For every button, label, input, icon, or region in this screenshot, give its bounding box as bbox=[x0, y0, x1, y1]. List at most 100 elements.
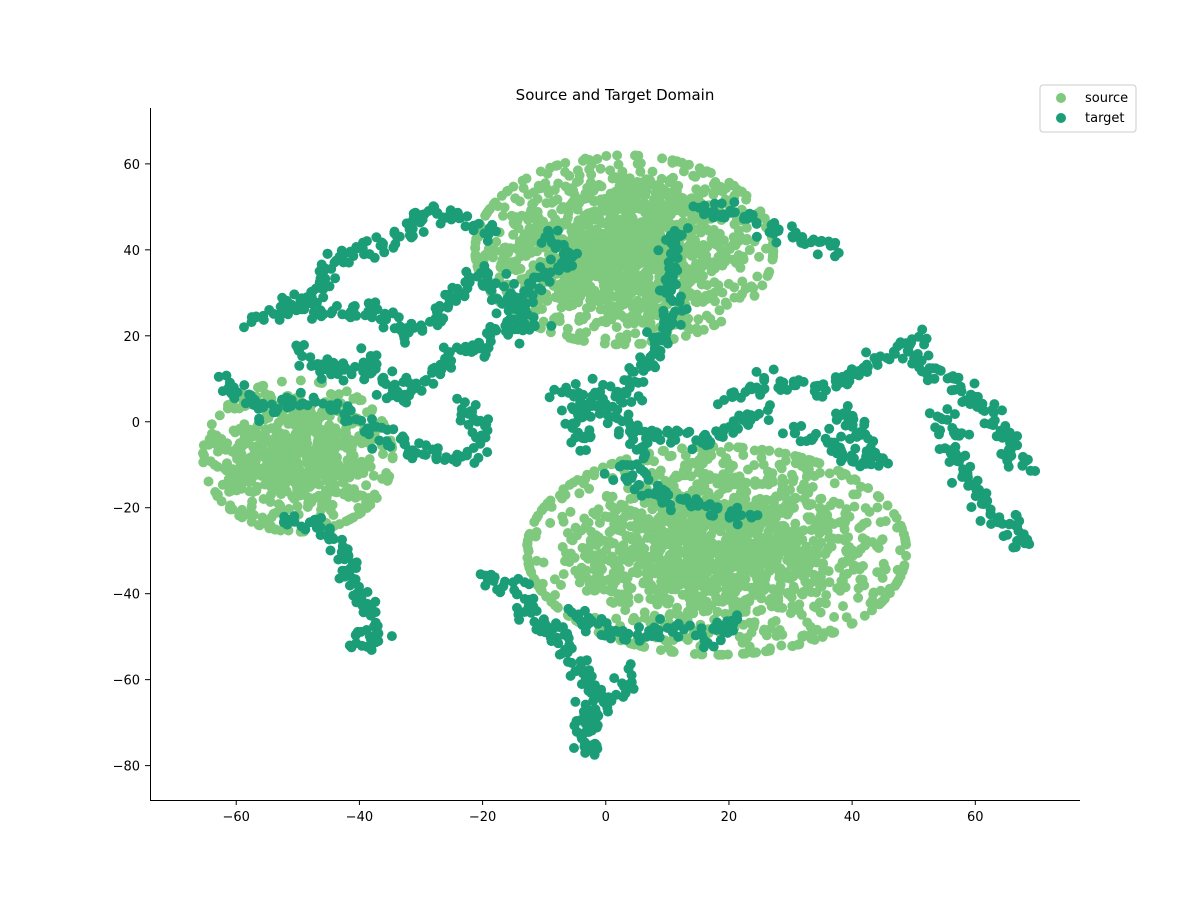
target-point bbox=[315, 530, 326, 541]
source-point bbox=[716, 244, 726, 254]
source-point bbox=[695, 532, 706, 543]
source-point bbox=[708, 224, 719, 235]
source-point bbox=[713, 253, 724, 264]
source-point bbox=[352, 392, 363, 403]
target-point bbox=[777, 428, 788, 439]
source-point bbox=[712, 606, 723, 617]
source-point bbox=[729, 492, 740, 503]
target-point bbox=[418, 227, 429, 237]
target-point bbox=[387, 308, 398, 319]
source-point bbox=[619, 299, 630, 310]
target-point bbox=[605, 633, 616, 644]
source-point bbox=[753, 542, 764, 552]
source-point bbox=[608, 279, 618, 290]
source-point bbox=[876, 535, 887, 546]
source-point bbox=[540, 178, 551, 189]
source-point bbox=[729, 282, 740, 293]
source-point bbox=[365, 461, 376, 472]
target-point bbox=[716, 198, 727, 209]
source-point bbox=[276, 489, 287, 500]
target-point bbox=[359, 374, 370, 385]
source-point bbox=[752, 606, 763, 617]
target-point bbox=[367, 312, 377, 323]
source-point bbox=[524, 242, 535, 253]
target-point bbox=[378, 322, 389, 333]
source-point bbox=[853, 592, 864, 603]
target-point bbox=[631, 444, 642, 455]
source-point bbox=[558, 569, 569, 580]
target-point bbox=[528, 312, 539, 323]
target-point bbox=[591, 708, 602, 719]
target-point bbox=[681, 304, 692, 315]
source-point bbox=[613, 292, 624, 303]
target-point bbox=[623, 416, 634, 427]
source-point bbox=[728, 232, 739, 243]
source-point bbox=[680, 558, 691, 569]
source-point bbox=[627, 252, 638, 263]
target-point bbox=[518, 310, 529, 321]
source-point bbox=[879, 561, 890, 572]
source-point bbox=[837, 557, 848, 568]
source-point bbox=[794, 599, 805, 610]
source-point bbox=[868, 589, 879, 600]
target-point bbox=[726, 388, 737, 399]
source-point bbox=[691, 323, 702, 334]
target-point bbox=[655, 345, 666, 356]
target-point bbox=[483, 575, 493, 586]
target-point bbox=[831, 414, 842, 425]
source-point bbox=[270, 444, 280, 455]
source-point bbox=[623, 583, 634, 594]
source-point bbox=[790, 493, 801, 504]
target-point bbox=[330, 273, 341, 284]
target-point bbox=[370, 607, 381, 618]
source-point bbox=[581, 311, 592, 321]
source-point bbox=[630, 150, 641, 161]
target-point bbox=[562, 628, 573, 639]
source-point bbox=[306, 423, 317, 434]
source-point bbox=[667, 561, 678, 572]
target-point bbox=[491, 308, 502, 319]
target-point bbox=[759, 372, 770, 383]
source-point bbox=[569, 552, 580, 563]
source-point bbox=[576, 525, 587, 536]
source-point bbox=[313, 447, 324, 458]
source-point bbox=[762, 271, 773, 281]
source-point bbox=[636, 518, 647, 529]
source-point bbox=[779, 546, 790, 557]
source-point bbox=[295, 438, 306, 449]
target-point bbox=[865, 442, 876, 453]
target-point bbox=[447, 282, 458, 293]
source-point bbox=[680, 330, 691, 341]
source-point bbox=[572, 475, 583, 485]
source-point bbox=[709, 319, 720, 330]
source-point bbox=[704, 532, 715, 543]
target-point bbox=[452, 449, 463, 460]
target-point bbox=[462, 211, 473, 222]
target-point bbox=[338, 375, 349, 386]
source-point bbox=[742, 233, 753, 244]
source-point bbox=[387, 451, 398, 462]
target-point bbox=[398, 377, 409, 387]
source-point bbox=[857, 574, 868, 585]
source-point bbox=[626, 534, 637, 545]
source-point bbox=[697, 596, 708, 607]
source-point bbox=[258, 444, 269, 455]
target-point bbox=[545, 254, 556, 265]
source-point bbox=[681, 273, 692, 284]
source-point bbox=[368, 470, 379, 481]
target-point bbox=[361, 625, 372, 635]
source-point bbox=[733, 225, 744, 236]
source-point bbox=[805, 512, 816, 523]
source-point bbox=[591, 271, 602, 282]
source-point bbox=[784, 589, 794, 600]
source-point bbox=[491, 236, 502, 247]
source-point bbox=[665, 199, 676, 210]
target-point bbox=[732, 610, 742, 621]
source-point bbox=[768, 584, 779, 595]
source-point bbox=[651, 564, 661, 575]
source-point bbox=[641, 186, 652, 197]
source-point bbox=[702, 293, 713, 304]
source-point bbox=[313, 413, 324, 424]
source-point bbox=[647, 264, 658, 275]
source-point bbox=[611, 613, 622, 624]
